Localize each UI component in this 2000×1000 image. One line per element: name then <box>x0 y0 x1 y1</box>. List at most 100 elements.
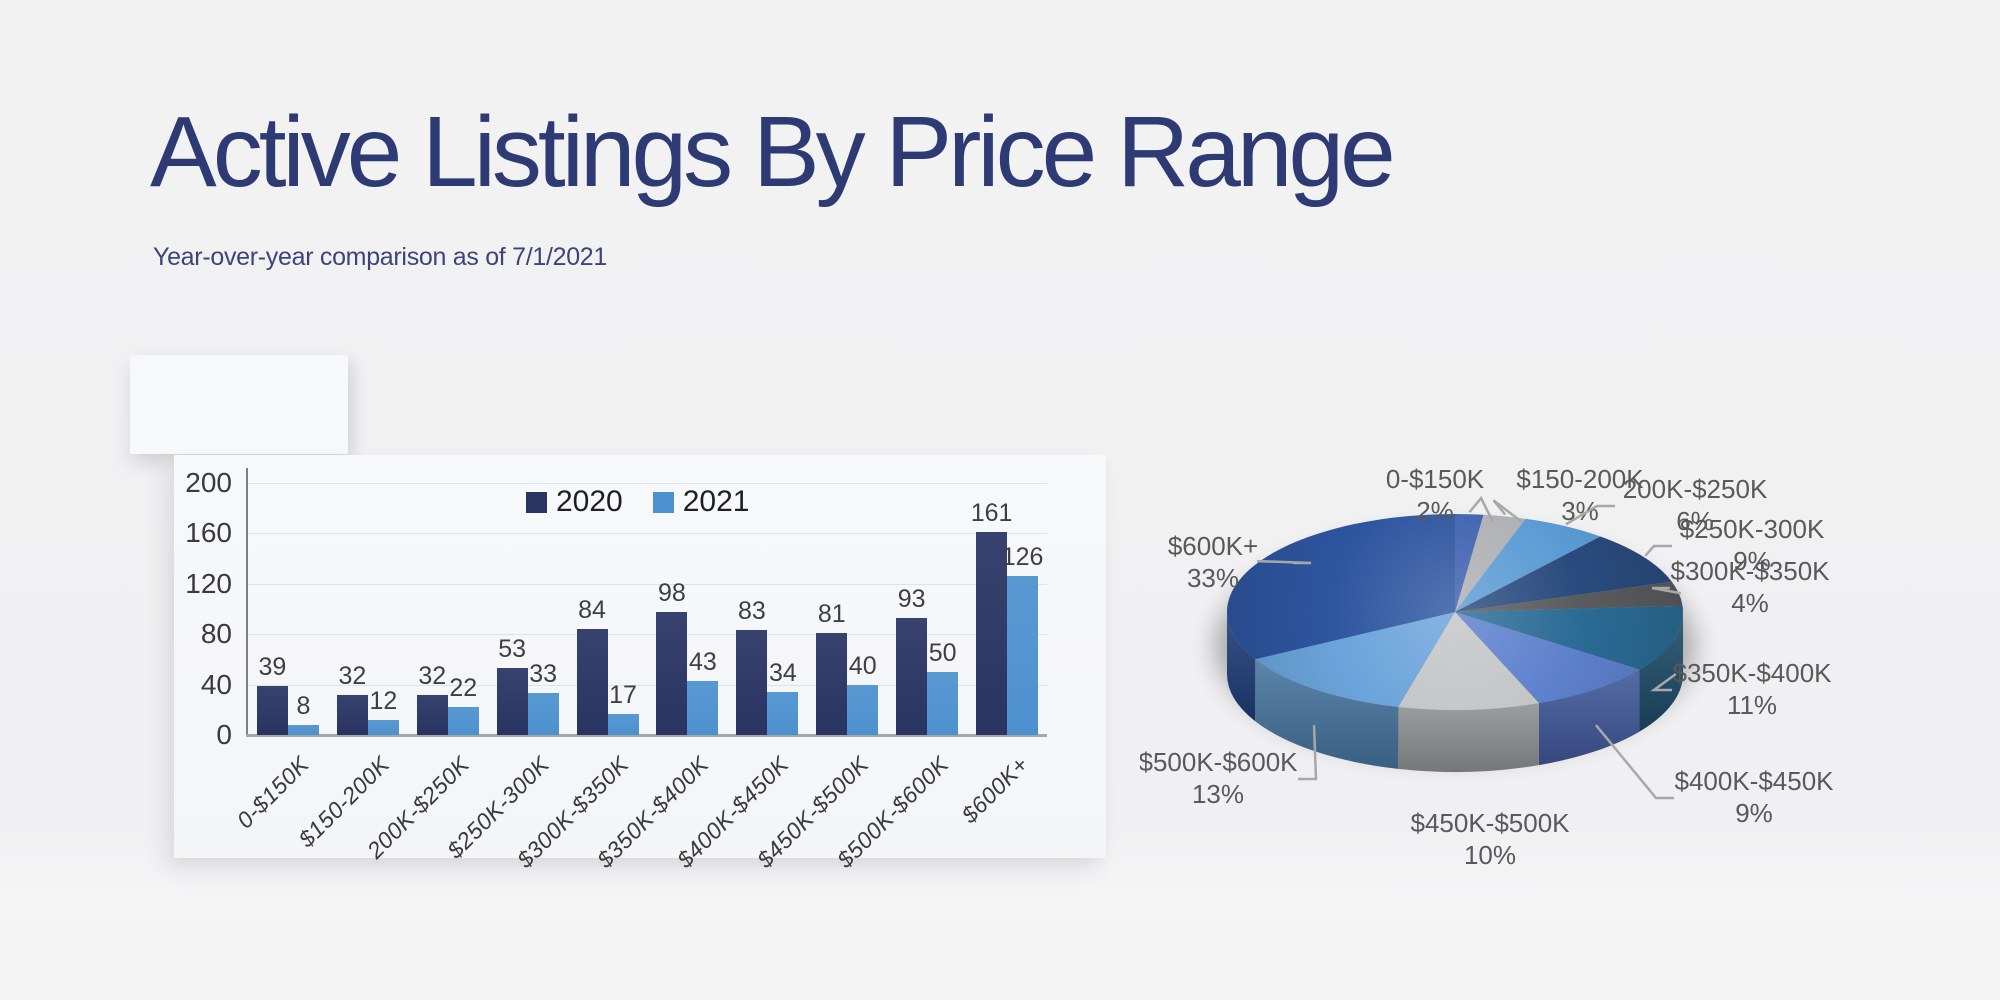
pie-label-leader-line <box>1298 725 1318 781</box>
pie-slice-label-$350K-$400K: $350K-$400K 11% <box>1672 658 1832 720</box>
bar-value-label: 53 <box>498 635 527 663</box>
pie-slice-label-200K-$250K: 200K-$250K 6% <box>1623 474 1768 536</box>
pie-slice-$150-200K <box>1455 514 1526 612</box>
bar-2020 <box>336 695 368 735</box>
bar-value-label: 84 <box>578 596 606 624</box>
bar-value-label: 161 <box>970 499 1013 527</box>
pie-chart-svg: 0-$150K 2% $150-200K 3%200K-$250K 6%$250K-30… <box>1138 464 1834 870</box>
legend-swatch-icon <box>652 491 674 513</box>
bar-value-label: 98 <box>658 579 686 607</box>
pie-slice-$500K-$600K <box>1255 612 1455 707</box>
bar-2020 <box>576 629 608 735</box>
bar-2020 <box>816 633 848 735</box>
bar-2021 <box>687 681 719 735</box>
x-axis-line <box>246 734 1047 737</box>
bar-2021 <box>287 725 319 735</box>
bar-value-label: 32 <box>418 662 447 690</box>
pie-slice-label-$250K-300K: $250K-300K 9% <box>1680 514 1825 576</box>
y-axis-tick-label: 200 <box>185 467 232 498</box>
pie-slice-side-$350K-$400K <box>1639 612 1683 732</box>
bar-chart-legend: 2020 2021 <box>526 485 750 519</box>
bar-2021 <box>767 692 799 735</box>
bar-2020 <box>496 668 528 735</box>
pie-slice-label-$500K-$600K: $500K-$600K 13% <box>1140 747 1298 809</box>
pie-label-leader-line <box>1492 499 1523 523</box>
pie-slice-label-$150-200K: $150-200K 3% <box>1516 464 1644 526</box>
bar-2021 <box>527 693 559 735</box>
decorative-panel <box>130 355 348 454</box>
bar-value-label: 93 <box>897 585 926 613</box>
pie-slice-label-$400K-$450K: $400K-$450K 9% <box>1674 766 1834 828</box>
bar-value-label: 39 <box>258 653 287 681</box>
bar-value-label: 126 <box>1001 543 1044 571</box>
y-axis-tick-label: 40 <box>200 668 232 700</box>
bar-2021 <box>367 720 399 735</box>
bar-2020 <box>656 612 688 735</box>
bar-2020 <box>976 532 1008 735</box>
pie-label-leader-line <box>1595 724 1674 800</box>
pie-chart: 0-$150K 2% $150-200K 3% 200K-$250K 6% $250K-30… <box>1138 430 1930 900</box>
pie-slice-0-$150K <box>1455 514 1484 612</box>
legend-item-2020: 2020 <box>526 485 623 519</box>
title-block: Active Listings By Price Range <box>150 96 1396 208</box>
bar-value-label: 33 <box>529 660 558 688</box>
pie-label-leader-line <box>1644 544 1672 557</box>
pie-slice-$450K-$500K <box>1398 612 1539 710</box>
bar-chart-card: 0 40 80 120 160 200 2020 2021 39 8 0-$150K 32 12 $150… <box>174 455 1106 873</box>
bar-2021 <box>447 707 479 735</box>
pie-slice-side-$600K+ <box>1227 612 1256 722</box>
y-axis-tick-label: 120 <box>185 567 232 599</box>
bar-2021 <box>607 714 639 735</box>
pie-slice-side-$400K-$450K <box>1538 669 1640 766</box>
y-axis-tick-label: 0 <box>216 719 232 750</box>
pie-slice-$300K-$350K <box>1455 581 1683 612</box>
page-title: Active Listings By Price Range <box>150 96 1396 208</box>
bar-2021 <box>1007 576 1039 735</box>
pie-label-leader-line <box>1650 672 1677 692</box>
gridline <box>248 634 1047 636</box>
pie-slice-$600K+ <box>1227 514 1455 660</box>
pie-slice-label-$450K-$500K: $450K-$500K 10% <box>1410 808 1570 870</box>
gridline <box>248 583 1047 585</box>
bar-2021 <box>847 685 879 735</box>
pie-slice-label-0-$150K: 0-$150K 2% <box>1386 464 1485 526</box>
y-axis-tick-label: 160 <box>185 517 232 549</box>
pie-slice-side-$450K-$500K <box>1398 703 1539 772</box>
bar-value-label: 43 <box>689 648 717 676</box>
y-axis-line <box>246 468 248 735</box>
page-subtitle: Year-over-year comparison as of 7/1/2021 <box>153 243 608 271</box>
pie-slice-$250K-300K <box>1455 536 1672 612</box>
bar-value-label: 32 <box>338 662 367 690</box>
bar-value-label: 12 <box>369 687 398 715</box>
bar-value-label: 83 <box>737 597 766 625</box>
legend-label: 2020 <box>556 485 623 518</box>
bar-value-label: 8 <box>296 692 311 720</box>
bar-2020 <box>896 618 928 735</box>
pie-label-leader-line <box>1565 504 1615 526</box>
pie-label-leader-line <box>1468 495 1495 523</box>
pie-slice-label-$300K-$350K: $300K-$350K 4% <box>1670 556 1830 618</box>
legend-item-2021: 2021 <box>652 485 750 519</box>
pie-label-leader-line <box>1651 586 1682 595</box>
x-axis-category-text: $600K+ <box>956 751 1034 829</box>
legend-label: 2021 <box>682 485 750 518</box>
pie-slice-$400K-$450K <box>1455 612 1640 704</box>
gridline <box>248 483 1047 484</box>
bar-value-label: 40 <box>848 652 877 680</box>
pie-label-leader-line <box>1256 559 1312 565</box>
gridline <box>248 684 1047 686</box>
pie-slice-200K-$250K <box>1455 518 1601 612</box>
pie-slice-side-$500K-$600K <box>1255 659 1399 769</box>
bar-value-label: 17 <box>609 681 637 709</box>
legend-swatch-icon <box>526 491 547 513</box>
bar-2020 <box>736 630 768 735</box>
gridline <box>248 533 1047 535</box>
bar-2020 <box>256 686 288 735</box>
bar-value-label: 81 <box>817 600 846 628</box>
pie-slice-label-$600K+: $600K+ 33% <box>1168 531 1258 593</box>
bar-value-label: 22 <box>449 674 478 702</box>
bar-value-label: 50 <box>928 639 957 667</box>
bar-2020 <box>416 695 448 735</box>
pie-slice-$350K-$400K <box>1455 605 1683 670</box>
